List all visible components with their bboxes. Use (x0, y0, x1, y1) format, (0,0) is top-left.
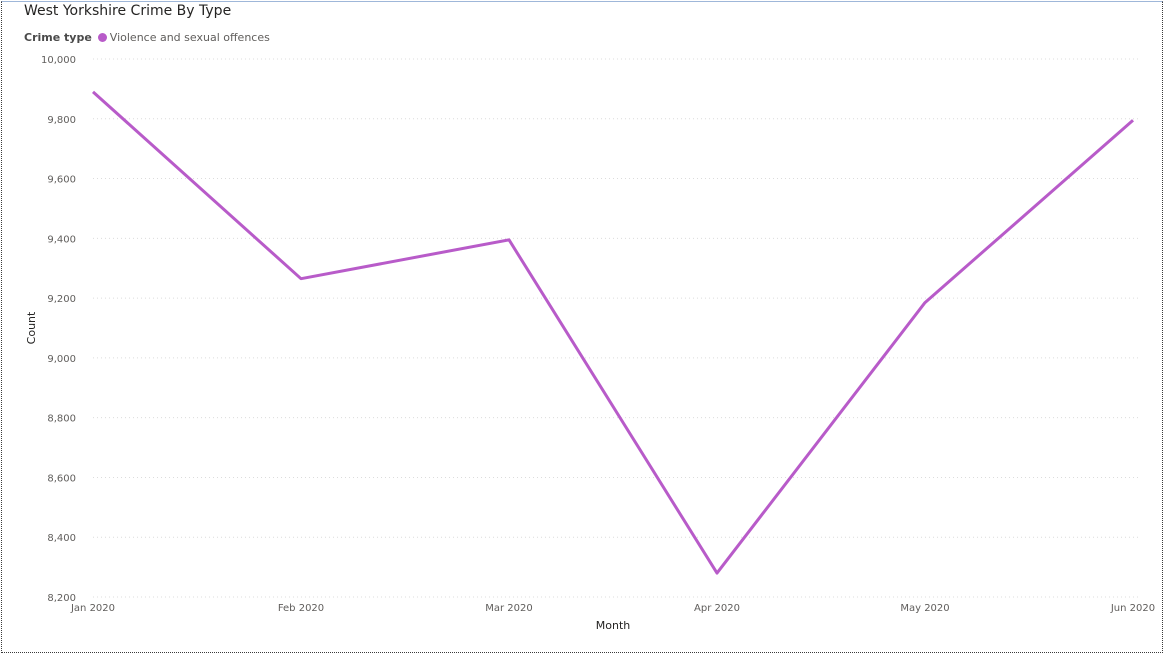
data-point[interactable] (921, 299, 929, 307)
y-tick-label: 8,800 (47, 414, 76, 425)
data-point[interactable] (713, 569, 721, 577)
x-tick-label: Mar 2020 (485, 603, 533, 614)
y-tick-label: 9,200 (47, 294, 76, 305)
y-tick-label: 8,200 (47, 593, 76, 604)
legend-marker-icon (97, 33, 107, 42)
x-tick-label: May 2020 (900, 603, 949, 614)
y-tick-label: 8,400 (47, 533, 76, 544)
x-axis-title: Month (596, 619, 631, 632)
data-point[interactable] (297, 275, 305, 283)
legend-item-label[interactable]: Violence and sexual offences (109, 31, 270, 44)
gridlines (93, 58, 1140, 598)
legend-title: Crime type (24, 31, 92, 44)
x-tick-label: Jun 2020 (1110, 603, 1155, 614)
chart-title: West Yorkshire Crime By Type (24, 3, 232, 19)
y-tick-label: 9,600 (47, 175, 76, 186)
data-point[interactable] (505, 236, 513, 244)
series-line[interactable] (91, 90, 1134, 575)
y-axis-title: Count (25, 311, 38, 344)
data-point[interactable] (1129, 116, 1137, 124)
y-tick-label: 10,000 (41, 55, 76, 66)
x-tick-label: Jan 2020 (70, 603, 115, 614)
y-tick-label: 9,800 (47, 115, 76, 126)
x-tick-label: Apr 2020 (694, 603, 740, 614)
y-tick-label: 9,400 (47, 234, 76, 245)
y-axis-ticks: 8,200 8,400 8,600 8,800 9,000 9,200 9,400 9,600… (41, 55, 76, 604)
data-point[interactable] (89, 88, 97, 96)
x-tick-label: Feb 2020 (278, 603, 324, 614)
series-layer (89, 88, 1137, 577)
x-axis-ticks: Jan 2020 Feb 2020 Mar 2020 Apr 2020 May 2020… (70, 603, 1155, 614)
y-tick-label: 8,600 (47, 473, 76, 484)
legend: Crime type Violence and sexual offences (24, 31, 270, 44)
y-tick-label: 9,000 (47, 354, 76, 365)
